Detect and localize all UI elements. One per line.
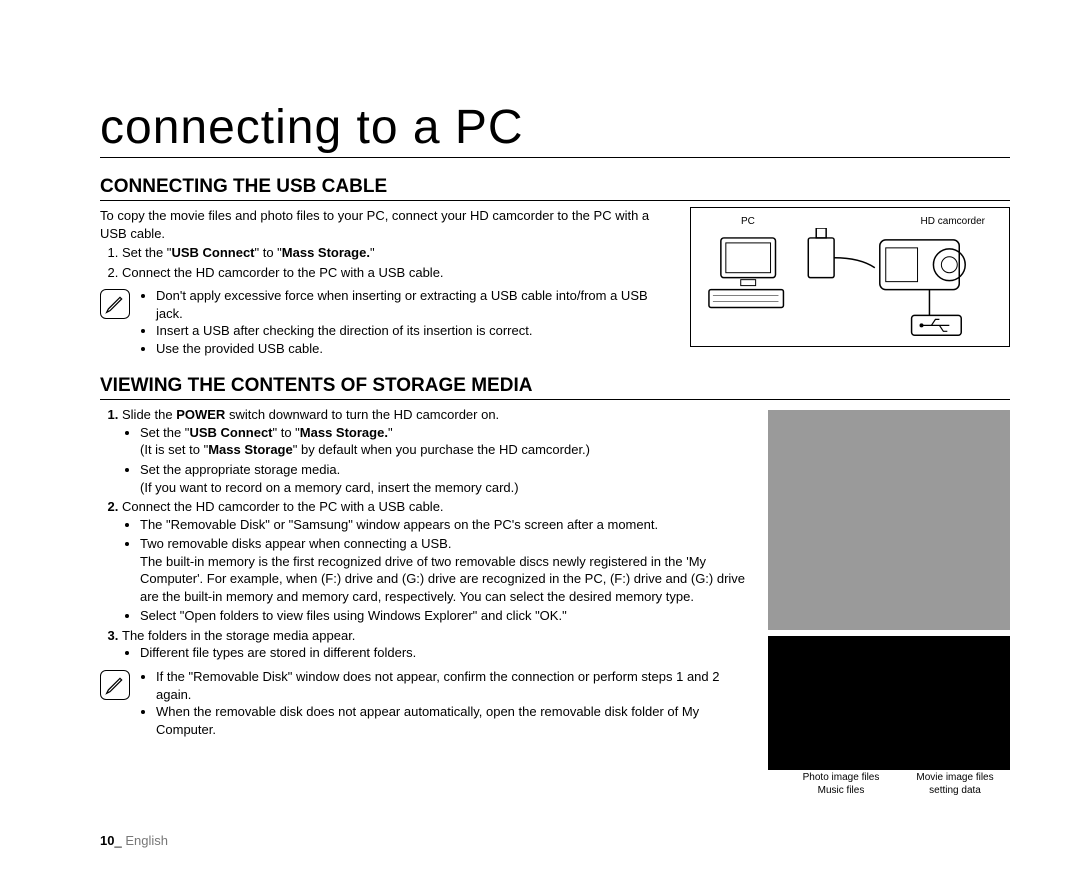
bullet-item: Two removable disks appear when connecti… xyxy=(140,535,752,605)
section1-note: Don't apply excessive force when inserti… xyxy=(100,287,674,357)
page-footer: 10_ English xyxy=(100,833,168,848)
caption-row-2: Music files setting data xyxy=(768,785,1010,796)
section1-steps: Set the "USB Connect" to "Mass Storage."… xyxy=(100,244,674,281)
section2-heading: VIEWING THE CONTENTS OF STORAGE MEDIA xyxy=(100,375,1010,400)
connection-diagram: PC HD camcorder xyxy=(690,207,1010,347)
section1-text: To copy the movie files and photo files … xyxy=(100,207,674,357)
note-icon xyxy=(100,670,130,700)
note-item: When the removable disk does not appear … xyxy=(156,703,752,738)
section2-note: If the "Removable Disk" window does not … xyxy=(100,668,752,738)
step-item: Connect the HD camcorder to the PC with … xyxy=(122,498,752,625)
section1-intro: To copy the movie files and photo files … xyxy=(100,207,674,242)
caption-row-1: Photo image files Movie image files xyxy=(768,772,1010,783)
language-label: English xyxy=(125,833,168,848)
step-item: Set the "USB Connect" to "Mass Storage." xyxy=(122,244,674,262)
note-item: Don't apply excessive force when inserti… xyxy=(156,287,674,322)
note-item: Use the provided USB cable. xyxy=(156,340,674,358)
bullet-item: Select "Open folders to view files using… xyxy=(140,607,752,625)
diagram-pc-label: PC xyxy=(741,216,755,227)
diagram-sketch xyxy=(701,228,999,337)
folder-diagram xyxy=(768,636,1010,770)
step-item: Connect the HD camcorder to the PC with … xyxy=(122,264,674,282)
section2-text: Slide the POWER switch downward to turn … xyxy=(100,406,752,796)
page-number: 10 xyxy=(100,833,114,848)
note-item: Insert a USB after checking the directio… xyxy=(156,322,674,340)
step-item: The folders in the storage media appear.… xyxy=(122,627,752,662)
note-icon xyxy=(100,289,130,319)
screenshot-placeholder xyxy=(768,410,1010,630)
bullet-item: Different file types are stored in diffe… xyxy=(140,644,752,662)
bullet-item: Set the "USB Connect" to "Mass Storage."… xyxy=(140,424,752,459)
section1-heading: CONNECTING THE USB CABLE xyxy=(100,176,1010,201)
page-title: connecting to a PC xyxy=(100,100,1010,158)
bullet-item: The "Removable Disk" or "Samsung" window… xyxy=(140,516,752,534)
step-item: Slide the POWER switch downward to turn … xyxy=(122,406,752,496)
diagram-cam-label: HD camcorder xyxy=(921,216,985,227)
bullet-item: Set the appropriate storage media. (If y… xyxy=(140,461,752,496)
note-item: If the "Removable Disk" window does not … xyxy=(156,668,752,703)
